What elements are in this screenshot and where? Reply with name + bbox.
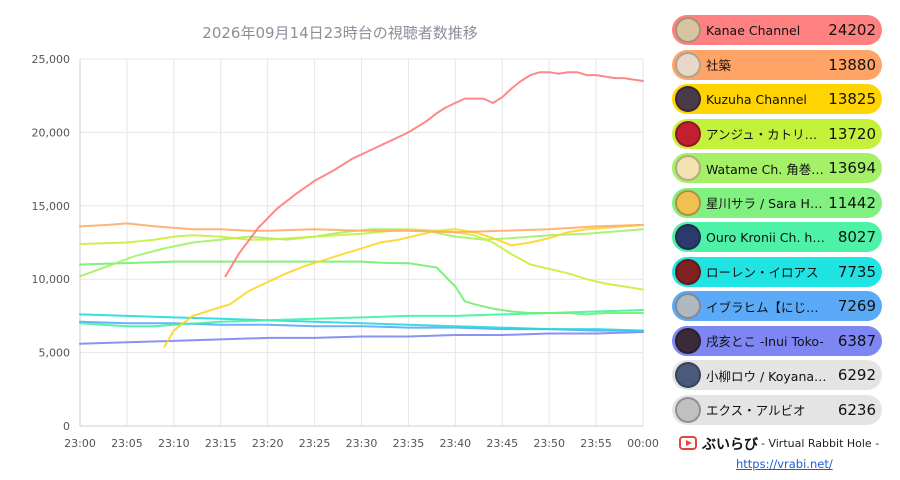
series-line bbox=[79, 331, 644, 345]
avatar bbox=[675, 224, 701, 250]
legend-name: 戌亥とこ -Inui Toko- bbox=[706, 334, 824, 349]
legend-name: ローレン・イロアス bbox=[706, 265, 819, 280]
avatar bbox=[675, 17, 701, 43]
legend-value: 13720 bbox=[828, 124, 876, 143]
y-tick-label: 5,000 bbox=[39, 347, 71, 360]
y-tick-label: 0 bbox=[63, 420, 70, 433]
legend-item: ローレン・イロアス 7735 bbox=[672, 256, 882, 287]
series-line bbox=[79, 228, 644, 278]
avatar bbox=[675, 362, 701, 388]
brand-tagline: - Virtual Rabbit Hole - bbox=[761, 437, 880, 450]
avatar bbox=[675, 396, 701, 423]
legend-value: 8027 bbox=[837, 228, 876, 246]
viewer-count-chart: 2026年09月14日23時台の視聴者数推移 0 5,000 10,000 15,00… bbox=[32, 24, 659, 450]
legend-item: 小柳ロウ / Koyanagi Rou 6292 bbox=[672, 360, 882, 390]
x-tick-label: 23:25 bbox=[299, 437, 331, 450]
series-line bbox=[79, 222, 644, 234]
axes: 0 5,000 10,000 15,000 20,000 25,000 23:00 23:05… bbox=[32, 53, 659, 450]
brand-name: ぶいらび bbox=[702, 437, 758, 453]
legend-value: 6387 bbox=[837, 331, 876, 350]
avatar bbox=[675, 293, 701, 319]
legend-value: 13880 bbox=[828, 55, 876, 74]
x-tick-label: 23:20 bbox=[252, 437, 284, 450]
x-tick-label: 23:15 bbox=[205, 437, 237, 450]
legend-item: イブラヒム【にじさんじ】 7269 bbox=[672, 291, 882, 321]
brand-url-link[interactable]: https://vrabi.net/ bbox=[736, 457, 833, 471]
legend-value: 13694 bbox=[828, 159, 876, 177]
avatar bbox=[675, 327, 701, 354]
chart-title: 2026年09月14日23時台の視聴者数推移 bbox=[202, 24, 477, 42]
series-line bbox=[224, 71, 644, 278]
x-tick-label: 23:45 bbox=[486, 437, 518, 450]
legend-item: Ouro Kronii Ch. hololive-EN 8027 bbox=[672, 222, 882, 252]
legend-value: 24202 bbox=[828, 21, 876, 39]
legend-item: Kuzuha Channel 13825 bbox=[672, 84, 882, 114]
y-tick-label: 15,000 bbox=[32, 200, 71, 213]
legend-item: エクス・アルビオ 6236 bbox=[672, 394, 882, 425]
legend-value: 6236 bbox=[837, 400, 876, 419]
legend-name: アンジュ・カトリーナ bbox=[706, 127, 829, 142]
legend-item: 星川サラ / Sara Hoshikawa11442 bbox=[672, 187, 882, 218]
x-tick-label: 23:40 bbox=[439, 437, 471, 450]
legend-name: Watame Ch. 角巻わため bbox=[706, 161, 828, 177]
legend: Kanae Channel 24202 社築 13880 Kuzuha Channel 1… bbox=[672, 15, 882, 439]
legend-name: 小柳ロウ / Koyanagi Rou bbox=[706, 368, 830, 384]
legend-item: 戌亥とこ -Inui Toko- 6387 bbox=[672, 325, 882, 356]
x-tick-label: 23:35 bbox=[393, 437, 425, 450]
legend-value: 7735 bbox=[837, 262, 876, 281]
legend-name: Kanae Channel bbox=[706, 22, 801, 38]
x-tick-label: 23:55 bbox=[580, 437, 612, 450]
y-tick-label: 25,000 bbox=[32, 53, 71, 66]
avatar bbox=[675, 155, 701, 181]
series-line bbox=[79, 313, 644, 332]
avatar bbox=[675, 86, 701, 112]
legend-item: 社築 13880 bbox=[672, 49, 882, 80]
legend-name: イブラヒム【にじさんじ】 bbox=[706, 299, 830, 315]
avatar bbox=[675, 120, 701, 147]
legend-item: アンジュ・カトリーナ 13720 bbox=[672, 118, 882, 149]
legend-value: 11442 bbox=[828, 193, 876, 212]
x-tick-label: 00:00 bbox=[627, 437, 659, 450]
series-lines bbox=[79, 71, 644, 348]
y-tick-label: 10,000 bbox=[32, 273, 71, 286]
avatar bbox=[675, 258, 701, 285]
legend-name: 星川サラ / Sara Hoshikawa bbox=[706, 196, 828, 211]
brand-footer: ぶいらび - Virtual Rabbit Hole - https://vra… bbox=[676, 434, 900, 480]
legend-name: エクス・アルビオ bbox=[706, 403, 806, 418]
avatar bbox=[675, 51, 701, 78]
x-tick-label: 23:05 bbox=[111, 437, 143, 450]
avatar bbox=[675, 189, 701, 216]
series-line bbox=[163, 223, 644, 348]
play-icon bbox=[679, 436, 697, 450]
legend-value: 7269 bbox=[837, 297, 876, 315]
legend-name: 社築 bbox=[706, 58, 732, 73]
legend-item: Kanae Channel 24202 bbox=[672, 15, 882, 45]
x-tick-label: 23:10 bbox=[158, 437, 190, 450]
legend-name: Kuzuha Channel bbox=[706, 91, 807, 107]
x-tick-label: 23:00 bbox=[64, 437, 96, 450]
legend-value: 13825 bbox=[828, 90, 876, 108]
legend-item: Watame Ch. 角巻わため13694 bbox=[672, 153, 882, 183]
x-tick-label: 23:50 bbox=[533, 437, 565, 450]
legend-value: 6292 bbox=[837, 366, 876, 384]
series-line bbox=[79, 260, 644, 316]
legend-name: Ouro Kronii Ch. hololive-EN bbox=[706, 229, 830, 245]
grid bbox=[79, 58, 644, 427]
y-tick-label: 20,000 bbox=[32, 126, 71, 139]
x-tick-label: 23:30 bbox=[346, 437, 378, 450]
